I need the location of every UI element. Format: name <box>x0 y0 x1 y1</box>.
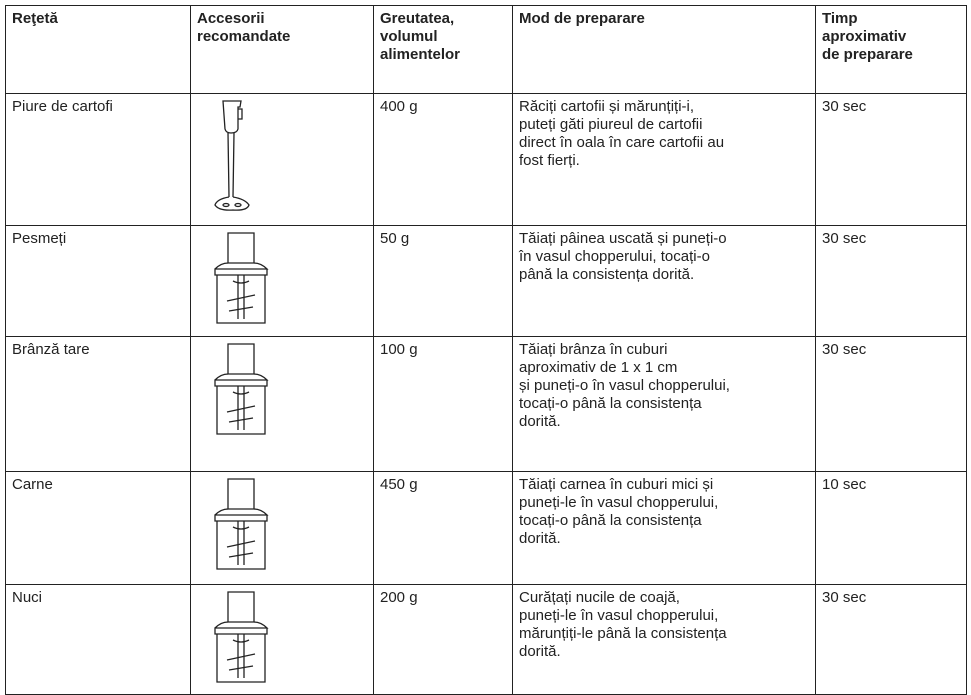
text-line: dorită. <box>519 413 561 430</box>
accessory-cell <box>190 93 374 226</box>
text-line: dorită. <box>519 643 561 660</box>
text-line: recomandate <box>197 28 291 45</box>
table-cell: Nuci <box>5 584 191 695</box>
text-line: dorită. <box>519 530 561 547</box>
header-cell: Mod de preparare <box>512 5 816 94</box>
table-cell: 200 g <box>373 584 513 695</box>
chopper-icon <box>214 591 269 683</box>
text-line: tocați-o până la consistența <box>519 395 702 412</box>
text-line: aproximativ <box>822 28 907 45</box>
table-cell: Tăiați carnea în cuburi mici și puneți-le… <box>512 471 816 585</box>
text-line: Tăiați brânza în cuburi <box>519 341 668 358</box>
accessory-cell <box>190 225 374 337</box>
table-cell: 30 sec <box>815 93 967 226</box>
text-line: în vasul chopperului, tocați-o <box>519 248 710 265</box>
text-line: aproximativ de 1 x 1 cm <box>519 359 678 376</box>
header-row: Reţetă Accesorii recomandate Greutatea, volu… <box>5 5 967 94</box>
text-line: puneți-le în vasul chopperului, <box>519 494 719 511</box>
table-cell: 30 sec <box>815 336 967 472</box>
header-cell: Accesorii recomandate <box>190 5 374 94</box>
table-row: Pesmeți 50 g Tăiați pâinea uscată și pune… <box>5 225 967 337</box>
text-line: direct în oala în care cartofii au <box>519 134 725 151</box>
text-line: Curățați nucile de coajă, <box>519 589 680 606</box>
text-line: Accesorii <box>197 10 265 27</box>
text-line: puteți găti piureul de cartofii <box>519 116 703 133</box>
text-line: Răciți cartofii și mărunțiți-i, <box>519 98 695 115</box>
header-cell: Reţetă <box>5 5 191 94</box>
blender-icon <box>214 100 250 211</box>
table-row: Nuci 200 g Curățați nucile de coajă, puneț… <box>5 584 967 695</box>
accessory-cell <box>190 471 374 585</box>
chopper-icon <box>214 232 269 324</box>
table-row: Carne 450 g Tăiați carnea în cuburi mici … <box>5 471 967 585</box>
header-cell: Greutatea, volumul alimentelor <box>373 5 513 94</box>
table-cell: 50 g <box>373 225 513 337</box>
text-line: alimentelor <box>380 46 461 63</box>
table-row: Piure de cartofi 400 g Răciți cartofii și… <box>5 93 967 226</box>
recipe-table: Reţetă Accesorii recomandate Greutatea, volu… <box>5 5 967 695</box>
header-cell: Timp aproximativ de preparare <box>815 5 967 94</box>
table-cell: Piure de cartofi <box>5 93 191 226</box>
text-line: volumul <box>380 28 438 45</box>
accessory-cell <box>190 584 374 695</box>
chopper-icon <box>214 343 269 435</box>
table-cell: Tăiați pâinea uscată și puneți-o în vasul… <box>512 225 816 337</box>
table-cell: 30 sec <box>815 584 967 695</box>
text-line: și puneți-o în vasul chopperului, <box>519 377 730 394</box>
table-cell: Răciți cartofii și mărunțiți-i, puteți gă… <box>512 93 816 226</box>
table-cell: 30 sec <box>815 225 967 337</box>
text-line: Tăiați carnea în cuburi mici și <box>519 476 714 493</box>
table-cell: Tăiați brânza în cuburi aproximativ de 1 … <box>512 336 816 472</box>
text-line: până la consistența dorită. <box>519 266 695 283</box>
table-cell: Brânză tare <box>5 336 191 472</box>
text-line: Greutatea, <box>380 10 455 27</box>
chopper-icon <box>214 478 269 570</box>
text-line: de preparare <box>822 46 913 63</box>
table-cell: 10 sec <box>815 471 967 585</box>
table-cell: Carne <box>5 471 191 585</box>
table-cell: 400 g <box>373 93 513 226</box>
table-cell: Curățați nucile de coajă, puneți-le în va… <box>512 584 816 695</box>
table-cell: 100 g <box>373 336 513 472</box>
accessory-cell <box>190 336 374 472</box>
table-cell: 450 g <box>373 471 513 585</box>
text-line: Timp <box>822 10 858 27</box>
text-line: tocați-o până la consistența <box>519 512 702 529</box>
table-cell: Pesmeți <box>5 225 191 337</box>
text-line: mărunțiți-le până la consistența <box>519 625 727 642</box>
text-line: fost fierți. <box>519 152 580 169</box>
text-line: Tăiați pâinea uscată și puneți-o <box>519 230 727 247</box>
text-line: puneți-le în vasul chopperului, <box>519 607 719 624</box>
table-row: Brânză tare 100 g Tăiați brânza în cuburi… <box>5 336 967 472</box>
